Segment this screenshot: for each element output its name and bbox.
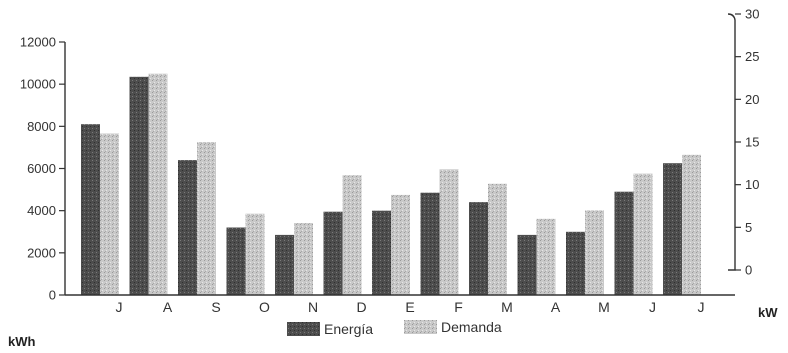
legend: Energía Demanda — [287, 319, 502, 337]
right-tick-label: 30 — [745, 7, 759, 22]
right-tick-label: 10 — [745, 177, 759, 192]
bar-energia-10 — [517, 234, 537, 295]
y2-axis-unit-label: kW — [758, 305, 778, 320]
bar-demanda-10 — [536, 218, 556, 295]
category-label: J — [698, 299, 705, 315]
bar-energia-8 — [420, 192, 440, 295]
bar-demanda-7 — [391, 194, 410, 295]
bar-demanda-13 — [682, 154, 701, 295]
right-axis-ticks: 0 5 10 15 20 25 30 — [735, 7, 759, 278]
bar-demanda-3 — [197, 142, 216, 295]
bar-demanda-2 — [148, 73, 168, 295]
bar-energia-13 — [663, 163, 682, 295]
category-label: S — [211, 299, 220, 315]
category-label: N — [308, 299, 318, 315]
left-tick-label: 4000 — [27, 203, 56, 218]
bar-energia-1 — [81, 124, 100, 295]
right-axis-line — [727, 13, 736, 271]
legend-swatch-energia — [287, 322, 320, 336]
right-tick-label: 20 — [745, 92, 759, 107]
legend-swatch-demanda — [404, 320, 437, 334]
legend-label-demanda: Demanda — [441, 319, 502, 335]
category-label: O — [259, 299, 270, 315]
bar-energia-3 — [178, 160, 197, 295]
bar-demanda-12 — [633, 173, 653, 295]
bar-demanda-5 — [294, 223, 313, 295]
bar-energia-2 — [129, 76, 149, 295]
left-tick-label: 8000 — [27, 119, 56, 134]
right-tick-label: 0 — [745, 263, 752, 278]
bar-demanda-11 — [585, 210, 604, 295]
bar-energia-12 — [614, 191, 634, 295]
bar-energia-4 — [226, 227, 246, 295]
right-tick-label: 5 — [745, 220, 752, 235]
category-label: A — [163, 299, 173, 315]
category-label: J — [649, 299, 656, 315]
category-label: D — [356, 299, 366, 315]
bar-demanda-9 — [488, 183, 507, 295]
left-tick-label: 10000 — [20, 77, 56, 92]
legend-label-energia: Energía — [324, 321, 373, 337]
category-label: M — [501, 299, 513, 315]
left-tick-label: 6000 — [27, 161, 56, 176]
bar-demanda-1 — [100, 133, 119, 295]
bar-energia-5 — [275, 234, 294, 295]
bar-energia-6 — [323, 211, 343, 295]
right-tick-label: 15 — [745, 135, 759, 150]
right-tick-label: 25 — [745, 49, 759, 64]
category-label: E — [405, 299, 414, 315]
bar-demanda-4 — [245, 213, 265, 295]
bar-demanda-6 — [342, 175, 362, 295]
bar-energia-7 — [372, 210, 391, 295]
category-label: J — [116, 299, 123, 315]
category-label: A — [551, 299, 561, 315]
bars-group — [81, 73, 701, 296]
left-axis-ticks: 0 2000 4000 6000 8000 10000 12000 — [20, 35, 65, 303]
category-label: M — [598, 299, 610, 315]
left-tick-label: 12000 — [20, 35, 56, 50]
category-label: F — [454, 299, 463, 315]
left-tick-label: 0 — [49, 288, 56, 303]
bar-energia-11 — [566, 231, 585, 296]
y-axis-unit-label: kWh — [8, 334, 36, 349]
left-tick-label: 2000 — [27, 245, 56, 260]
bar-demanda-8 — [439, 169, 459, 295]
bar-energia-9 — [469, 202, 488, 295]
